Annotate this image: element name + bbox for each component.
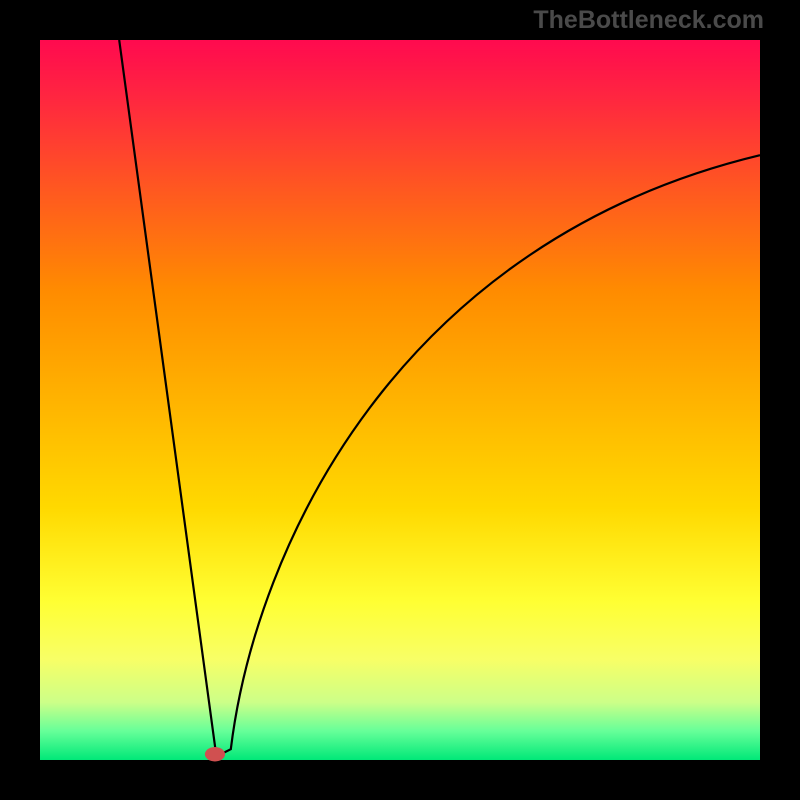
cusp-marker bbox=[205, 747, 225, 761]
watermark-text: TheBottleneck.com bbox=[533, 6, 764, 35]
plot-area bbox=[40, 40, 760, 760]
bottleneck-chart bbox=[0, 0, 800, 800]
